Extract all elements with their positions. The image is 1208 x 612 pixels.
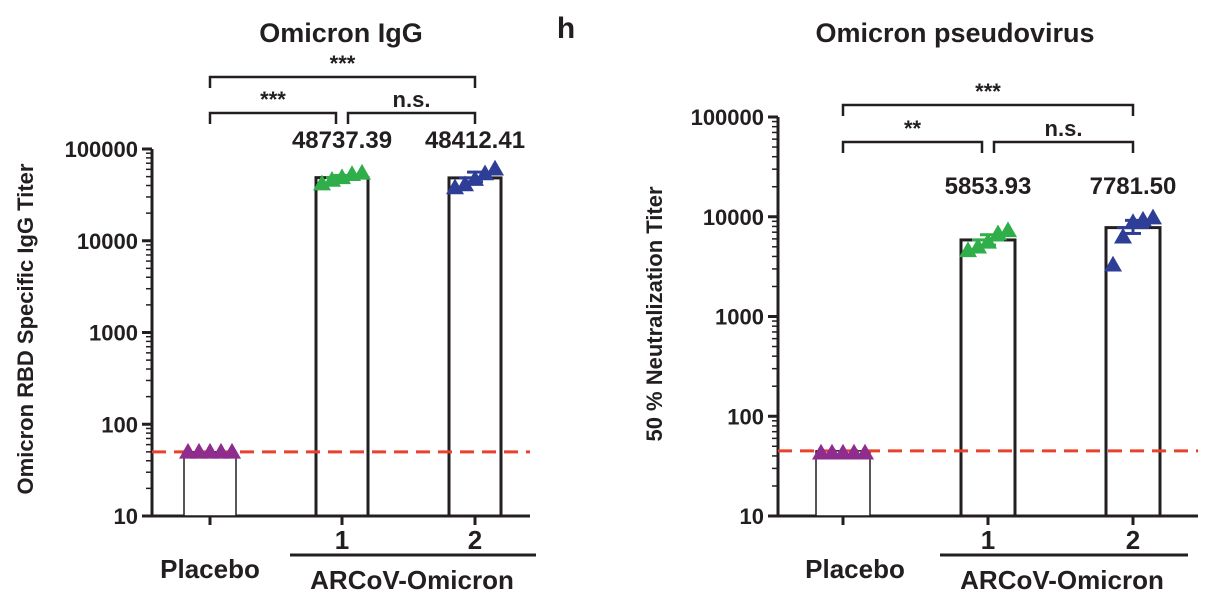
y-tick-label: 100000 xyxy=(691,105,764,130)
significance-bracket xyxy=(841,140,984,153)
y-tick-label: 100 xyxy=(727,404,764,429)
y-tick-label: 10 xyxy=(740,504,764,529)
panel-letter: h xyxy=(557,12,575,45)
x-tick-placebo: Placebo xyxy=(160,554,260,584)
chart-title: Omicron pseudovirus xyxy=(815,18,1094,48)
y-tick-label: 10000 xyxy=(77,229,138,254)
chart-title: Omicron IgG xyxy=(259,18,423,48)
data-point xyxy=(476,164,494,181)
x-tick-dose-2: 2 xyxy=(468,525,482,555)
significance-label: n.s. xyxy=(1045,116,1083,141)
significance-label: n.s. xyxy=(393,87,431,112)
group-label: ARCoV-Omicron xyxy=(310,565,514,595)
y-axis-label: Omicron RBD Specific IgG Titer xyxy=(13,163,38,494)
data-point xyxy=(456,175,474,192)
significance-label: *** xyxy=(330,51,356,76)
y-tick-label: 100 xyxy=(101,412,138,437)
chart-pseudovirus: Omicron pseudovirus 50 % Neutralization … xyxy=(642,18,1198,595)
value-label-dose-1: 5853.93 xyxy=(945,173,1032,200)
data-point xyxy=(1144,208,1162,225)
bar xyxy=(314,176,370,518)
data-point xyxy=(969,237,987,254)
significance-label: ** xyxy=(904,116,922,141)
significance-bracket xyxy=(992,140,1135,153)
data-point xyxy=(486,159,504,176)
x-tick-dose-1: 1 xyxy=(335,525,349,555)
x-tick-dose-1: 1 xyxy=(981,525,995,555)
significance-bracket xyxy=(346,111,477,124)
bar xyxy=(183,451,237,517)
y-tick-label: 10 xyxy=(114,504,138,529)
bar xyxy=(815,450,871,517)
y-tick-label: 1000 xyxy=(715,305,764,330)
data-point xyxy=(1104,255,1122,272)
y-tick-label: 100000 xyxy=(65,137,138,162)
bar xyxy=(959,238,1017,518)
y-tick-label: 10000 xyxy=(703,205,764,230)
group-label: ARCoV-Omicron xyxy=(960,565,1164,595)
value-label-dose-2: 48412.41 xyxy=(425,127,525,154)
y-axis-label: 50 % Neutralization Titer xyxy=(642,186,667,442)
significance-label: *** xyxy=(260,87,286,112)
data-point xyxy=(1114,227,1132,244)
significance-label: *** xyxy=(975,79,1001,104)
value-label-dose-1: 48737.39 xyxy=(292,127,392,154)
significance-bracket xyxy=(208,111,338,124)
significance-bracket xyxy=(841,103,1135,116)
data-point xyxy=(353,163,371,180)
bar xyxy=(1104,226,1162,518)
x-tick-dose-2: 2 xyxy=(1126,525,1140,555)
chart-igg: Omicron IgG Omicron RBD Specific IgG Tit… xyxy=(13,18,536,595)
data-point xyxy=(223,442,241,459)
y-tick-label: 1000 xyxy=(89,321,138,346)
x-tick-placebo: Placebo xyxy=(805,554,905,584)
value-label-dose-2: 7781.50 xyxy=(1090,173,1177,200)
significance-bracket xyxy=(208,75,477,88)
bar xyxy=(447,176,503,518)
data-point xyxy=(999,221,1017,238)
data-point xyxy=(856,443,874,460)
